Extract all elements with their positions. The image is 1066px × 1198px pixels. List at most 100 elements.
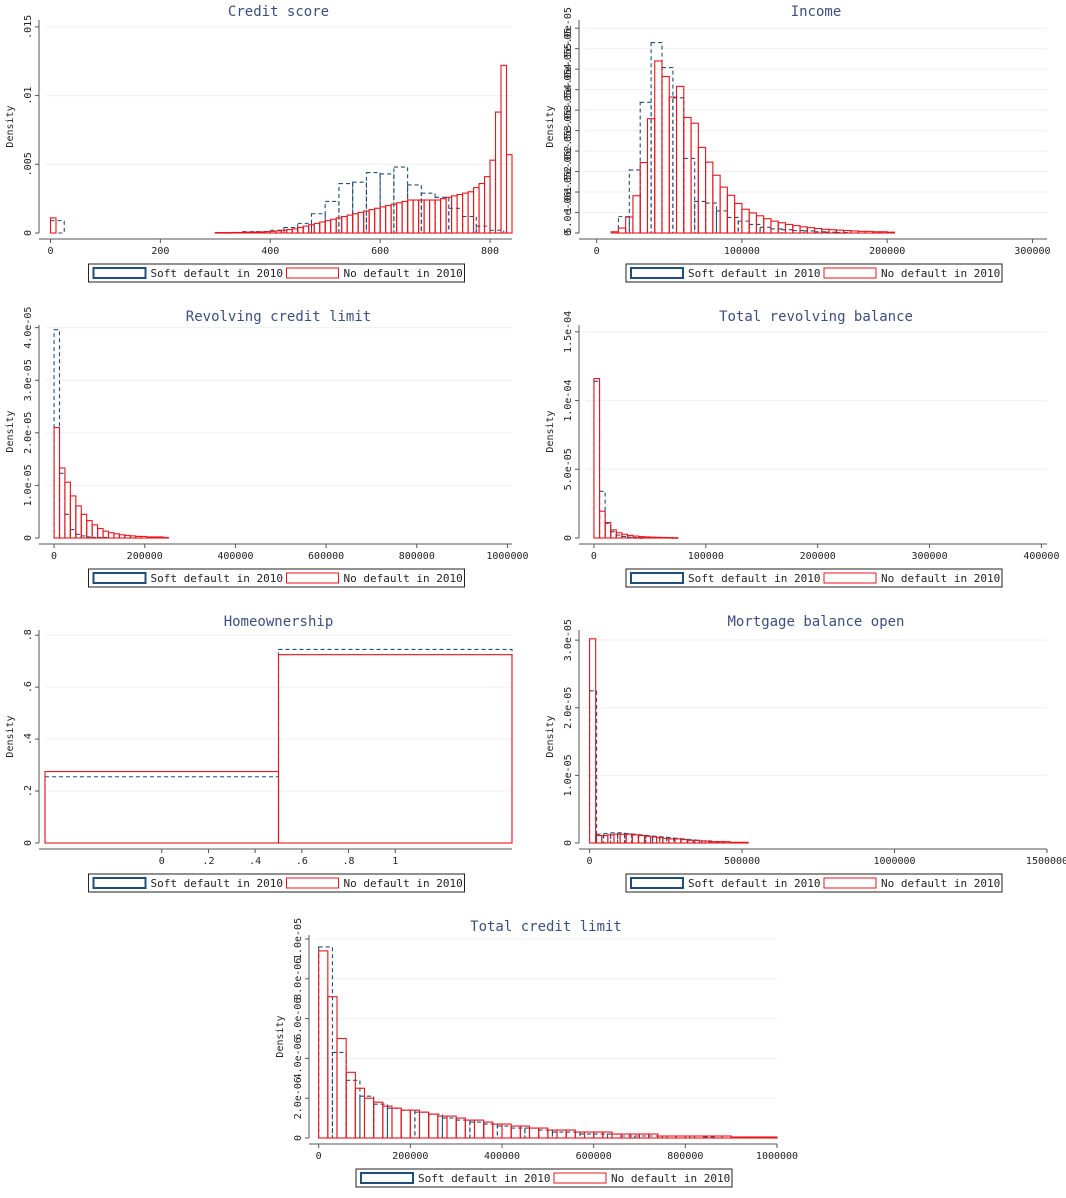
x-tick-label: 0: [47, 246, 53, 257]
histogram-bar: [64, 481, 71, 539]
chart-panel-3: Revolving credit limit Density 0 1.0e-05 2.0…: [5, 307, 529, 588]
histogram-bar: [637, 835, 646, 844]
histogram-bar: [589, 638, 597, 844]
y-tick-label: 3.0e-05: [563, 619, 574, 661]
legend-swatch-no-default: [286, 267, 339, 279]
histogram-bar: [601, 835, 609, 844]
legend-label-no-default: No default in 2010: [881, 877, 1000, 890]
histogram-bar: [619, 833, 627, 844]
legend-swatch-soft-default: [360, 1172, 414, 1184]
histogram-bar: [606, 1133, 622, 1139]
y-tick-label: .4: [23, 733, 34, 745]
chart-panel-1: Credit score Density 0 .005 .01 .015 0 200 400 60…: [5, 4, 513, 283]
y-tick-label: .01: [23, 87, 34, 105]
legend-frame: [88, 263, 465, 283]
histogram-bar: [638, 834, 647, 844]
histogram-bar: [379, 173, 395, 234]
histogram-bar: [777, 222, 787, 234]
histogram-bar: [346, 214, 354, 234]
histogram-bar: [879, 231, 888, 234]
x-tick-label: 0: [591, 551, 597, 562]
x-tick-label: 800: [481, 246, 499, 257]
x-tick-label: 1000000: [486, 551, 528, 562]
histogram-bar: [373, 1103, 388, 1139]
histogram-bar: [857, 230, 866, 234]
histogram-bar: [135, 535, 142, 539]
y-axis-label: Density: [5, 410, 16, 452]
histogram-bar: [401, 200, 409, 234]
histogram-bar: [418, 1111, 430, 1139]
legend-swatch-soft-default: [92, 877, 147, 889]
histogram-bar: [469, 1121, 485, 1139]
histogram-bar: [407, 199, 414, 234]
histogram-bar: [440, 198, 447, 234]
legend: Soft default in 2010 No default in 2010: [625, 873, 1003, 893]
histogram-bar: [291, 228, 299, 234]
histogram-bar: [473, 1119, 485, 1139]
histogram-bar: [632, 195, 641, 234]
legend-swatch-soft-default: [92, 572, 147, 584]
histogram-bar: [650, 836, 658, 844]
y-tick-label: 1.0e-04: [563, 380, 574, 422]
y-tick-label: .015: [23, 15, 34, 39]
histogram-bar: [598, 490, 606, 539]
histogram-bar: [715, 210, 728, 234]
x-tick-label: 200000: [127, 551, 163, 562]
histogram-bar: [759, 226, 772, 234]
histogram-bar: [528, 1127, 540, 1139]
legend-label-soft-default: Soft default in 2010: [418, 1172, 550, 1185]
histogram-bar: [429, 199, 436, 234]
histogram-bar: [683, 116, 692, 234]
x-tick-label: 200: [151, 246, 169, 257]
histogram-bar: [151, 536, 158, 539]
x-tick-label: 200000: [392, 1151, 428, 1162]
legend: Soft default in 2010 No default in 2010: [355, 1168, 733, 1188]
histogram-bar: [446, 1115, 457, 1139]
histogram-bar: [264, 231, 271, 234]
histogram-bar: [53, 427, 61, 539]
histogram-bar: [352, 213, 359, 234]
series-no-default: [589, 638, 749, 844]
histogram-bar: [113, 533, 120, 539]
histogram-bar: [864, 230, 874, 234]
histogram-bar: [671, 537, 679, 539]
y-tick-label: 1.0e-05: [563, 171, 574, 213]
y-tick-label: 4.0e-06: [293, 1037, 304, 1079]
y-tick-label: 4.0e-05: [563, 48, 574, 90]
histogram-bar: [748, 1136, 760, 1139]
histogram-bar: [500, 64, 508, 234]
y-tick-label: 3.0e-05: [563, 89, 574, 131]
histogram-bar: [758, 1136, 769, 1139]
histogram-bar: [385, 204, 392, 234]
histogram-bar: [69, 529, 77, 539]
legend-frame: [625, 873, 1003, 893]
x-tick-label: 800000: [667, 1151, 703, 1162]
histogram-bar: [596, 833, 605, 844]
histogram-bar: [604, 522, 612, 539]
x-tick-label: 100000: [724, 246, 760, 257]
histogram-bar: [359, 1095, 375, 1139]
histogram-bar: [610, 832, 619, 844]
histogram-bar: [91, 524, 99, 539]
histogram-bar: [510, 1127, 526, 1139]
histogram-bar: [538, 1129, 553, 1139]
histogram-bar: [494, 111, 502, 234]
y-tick-label: 8.0e-06: [293, 958, 304, 1000]
legend-swatch-no-default: [553, 1172, 607, 1184]
histogram-bar: [610, 531, 617, 539]
legend-swatch-soft-default: [630, 877, 684, 889]
histogram-bar: [420, 192, 436, 234]
histogram-bar: [441, 1117, 457, 1139]
y-axis-label: Density: [5, 715, 16, 757]
histogram-bar: [455, 1117, 466, 1139]
y-tick-label: 1.5e-05: [563, 150, 574, 192]
legend: Soft default in 2010 No default in 2010: [88, 873, 465, 893]
y-tick-label: 5.0e-06: [563, 191, 574, 233]
histogram-bar: [729, 841, 737, 844]
chart-title: Mortgage balance open: [727, 614, 904, 630]
histogram-bar: [649, 536, 657, 539]
y-tick-label: .8: [23, 629, 34, 641]
histogram-bar: [639, 161, 649, 234]
x-tick-label: 1: [392, 856, 398, 867]
series-no-default: [44, 654, 513, 844]
